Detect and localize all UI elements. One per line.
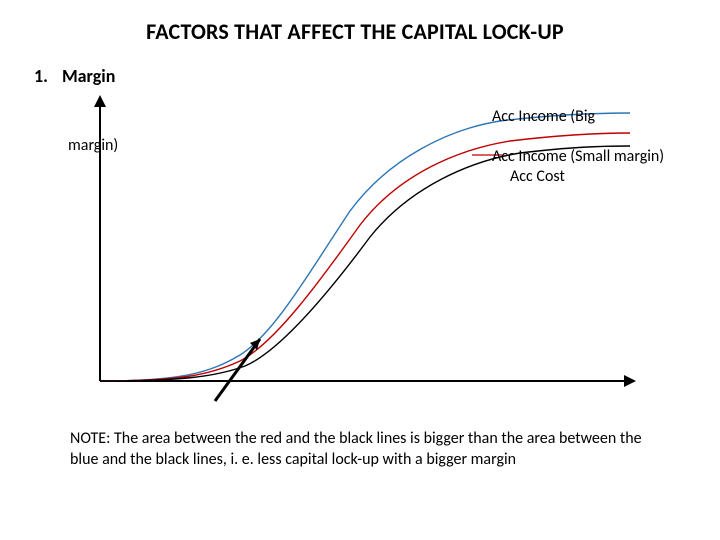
chart-area: margin) Acc Income (Big Acc Income (Smal… (30, 91, 670, 421)
chart-svg (30, 91, 670, 421)
label-margin-wrap: margin) (68, 136, 118, 155)
page-root: FACTORS THAT AFFECT THE CAPITAL LOCK-UP … (0, 0, 720, 540)
label-acc-income-big: Acc Income (Big (492, 107, 595, 126)
section-heading: Margin (62, 65, 115, 87)
label-acc-income-small: Acc Income (Small margin) (492, 147, 664, 166)
section-header: 1. Margin (34, 65, 680, 87)
label-acc-cost: Acc Cost (510, 167, 565, 186)
pointer-arrow-line (215, 339, 260, 401)
note-text: NOTE: The area between the red and the b… (30, 429, 680, 471)
section-number: 1. (34, 65, 48, 87)
page-title: FACTORS THAT AFFECT THE CAPITAL LOCK-UP (30, 18, 680, 45)
